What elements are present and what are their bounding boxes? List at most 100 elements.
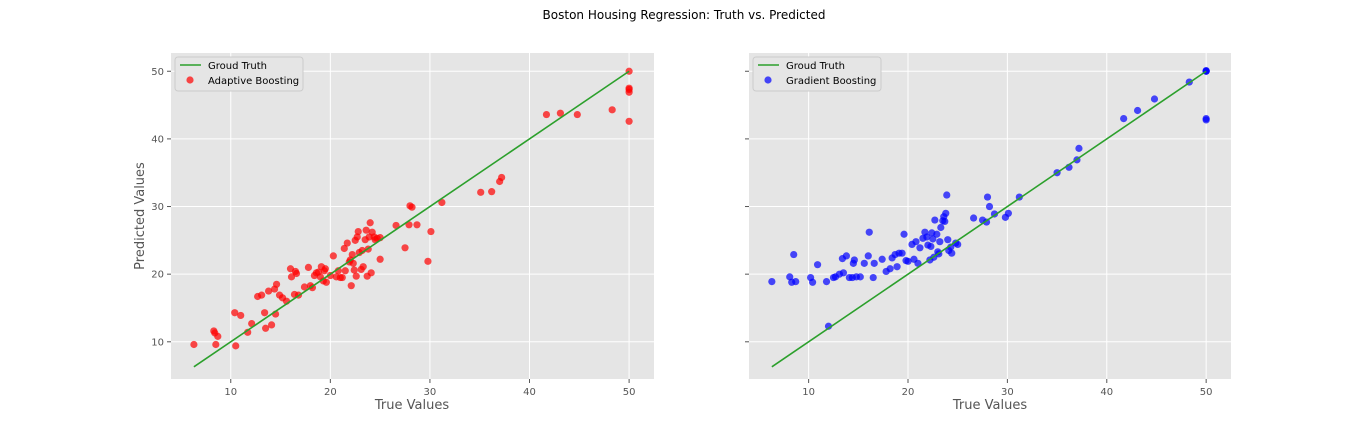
- chart-gradient-boosting: 10 20 30 40 50 True Values Groud Truth Gradi…: [745, 53, 1231, 413]
- data-point: [321, 265, 329, 273]
- y-tick-label: 30: [151, 202, 164, 213]
- data-point: [232, 342, 240, 350]
- x-ticks-left: 10 20 30 40 50: [224, 379, 635, 398]
- chart-adaptive-boosting: 10 20 30 40 50 10 20 30 40 50 True Values Predic…: [133, 53, 654, 413]
- data-point: [923, 233, 931, 241]
- legend-box-left: [174, 56, 304, 92]
- figure-suptitle: Boston Housing Regression: Truth vs. Pre…: [543, 8, 826, 22]
- data-point: [839, 269, 848, 277]
- data-point: [790, 250, 798, 259]
- data-point: [822, 278, 831, 286]
- data-point: [353, 233, 361, 241]
- data-point: [985, 202, 994, 211]
- data-point: [864, 252, 872, 260]
- legend-ada-swatch: [186, 76, 194, 84]
- data-point: [842, 252, 850, 260]
- data-point: [488, 188, 496, 196]
- data-point: [931, 216, 939, 224]
- grid-left: [171, 53, 654, 379]
- data-point: [237, 311, 245, 320]
- y-tick-label: 10: [151, 337, 164, 348]
- data-point: [264, 287, 273, 295]
- x-tick-label: 50: [1200, 387, 1213, 398]
- data-point: [904, 257, 912, 265]
- data-point: [366, 219, 374, 227]
- data-point: [937, 223, 945, 232]
- data-point: [898, 249, 906, 257]
- data-point: [929, 235, 937, 243]
- data-point: [914, 259, 922, 267]
- data-point: [954, 240, 962, 249]
- data-point: [341, 267, 349, 275]
- truth-line: [193, 70, 630, 368]
- legend-right: Groud Truth Gradient Boosting: [752, 56, 882, 92]
- data-point: [322, 278, 330, 286]
- data-point: [272, 280, 281, 288]
- data-point: [893, 263, 901, 271]
- data-point: [350, 266, 358, 274]
- data-point: [498, 173, 506, 182]
- data-point: [261, 309, 269, 317]
- data-point: [942, 209, 950, 217]
- y-tick-label: 20: [151, 270, 164, 281]
- data-point: [408, 203, 416, 211]
- legend-truth-label-left: Groud Truth: [208, 61, 267, 72]
- truth-line: [771, 70, 1207, 368]
- data-point: [1202, 115, 1210, 123]
- data-point: [349, 259, 357, 267]
- data-point: [338, 273, 346, 282]
- x-ticks-right: 10 20 30 40 50: [802, 379, 1213, 398]
- data-point: [556, 109, 564, 117]
- y-tick-label: 40: [151, 134, 164, 145]
- y-ticks-left: 10 20 30 40 50: [151, 67, 171, 348]
- data-point: [359, 263, 367, 271]
- data-point: [427, 227, 435, 236]
- truth-line-right: [771, 70, 1207, 368]
- data-point: [424, 257, 432, 265]
- data-point: [362, 226, 370, 234]
- legend-truth-label-right: Groud Truth: [786, 61, 845, 72]
- legend-gbr-swatch: [764, 76, 772, 84]
- data-point: [262, 324, 270, 332]
- data-point: [936, 238, 944, 246]
- data-point: [334, 267, 342, 275]
- data-point: [477, 188, 485, 196]
- data-point: [244, 328, 252, 336]
- data-point: [1150, 95, 1159, 103]
- data-point: [1004, 209, 1012, 217]
- data-point: [300, 283, 309, 291]
- x-tick-label: 50: [623, 387, 636, 398]
- data-point: [927, 242, 935, 251]
- scatter-points-right: [768, 66, 1210, 330]
- data-point: [354, 227, 362, 236]
- data-point: [340, 244, 348, 253]
- data-point: [878, 255, 886, 263]
- data-point: [352, 272, 360, 280]
- data-point: [231, 309, 239, 317]
- data-point: [267, 321, 276, 329]
- data-point: [329, 252, 337, 260]
- data-point: [292, 269, 301, 278]
- data-point: [376, 255, 384, 263]
- data-point: [970, 214, 978, 222]
- data-point: [886, 265, 894, 273]
- legend-left: Groud Truth Adaptive Boosting: [174, 56, 304, 92]
- data-point: [608, 106, 616, 114]
- plot-area-right: [749, 53, 1231, 379]
- data-point: [933, 230, 941, 238]
- data-point: [941, 217, 949, 226]
- data-point: [405, 221, 413, 229]
- data-point: [786, 273, 794, 281]
- x-tick-label: 10: [224, 387, 237, 398]
- data-point: [850, 256, 858, 264]
- data-point: [367, 269, 375, 277]
- x-tick-label: 40: [523, 387, 536, 398]
- data-point: [870, 259, 878, 267]
- plot-area-left: [171, 53, 654, 379]
- data-point: [212, 340, 220, 349]
- x-tick-label: 30: [1001, 387, 1014, 398]
- data-point: [824, 322, 833, 330]
- data-point: [214, 332, 222, 340]
- scatter-points-left: [190, 67, 633, 350]
